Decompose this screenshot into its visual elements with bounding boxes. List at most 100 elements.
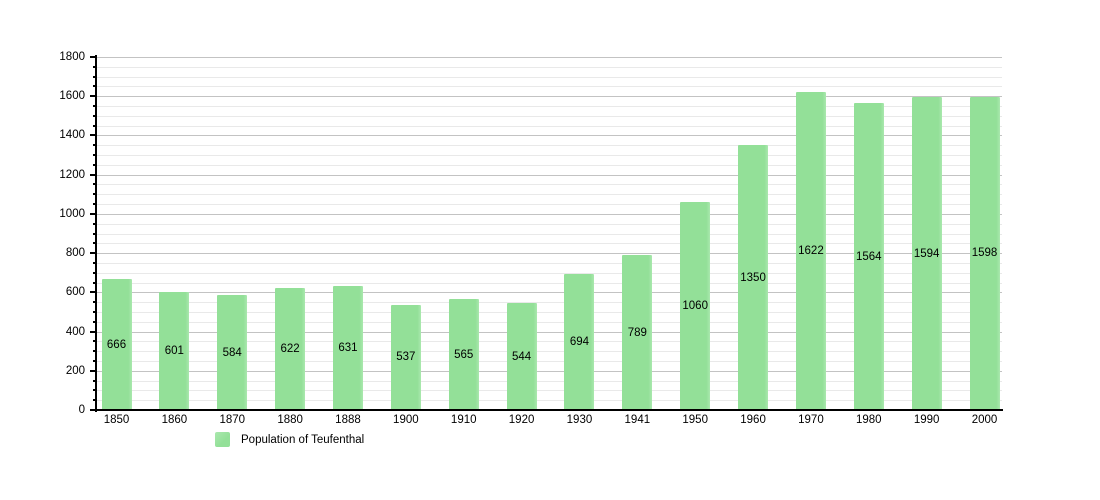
bar bbox=[275, 288, 306, 410]
minor-gridline bbox=[97, 282, 1002, 284]
bar-value-label: 1622 bbox=[798, 244, 824, 257]
y-major-tick bbox=[90, 212, 97, 215]
minor-gridline bbox=[97, 360, 1002, 362]
minor-gridline bbox=[97, 86, 1002, 88]
bar-value-label: 1060 bbox=[682, 300, 708, 313]
minor-gridline bbox=[97, 164, 1002, 166]
bar-value-label: 694 bbox=[569, 335, 590, 348]
bar-value-label: 1594 bbox=[913, 247, 940, 260]
x-axis-label: 1888 bbox=[335, 414, 361, 426]
major-gridline bbox=[97, 135, 1002, 137]
minor-gridline bbox=[97, 115, 1002, 117]
bar bbox=[217, 295, 248, 410]
x-axis-label: 1910 bbox=[450, 414, 477, 426]
legend: Population of Teufenthal bbox=[215, 432, 364, 447]
major-gridline bbox=[97, 96, 1002, 98]
y-axis-label: 200 bbox=[65, 364, 85, 377]
bar bbox=[911, 97, 942, 410]
bar-value-label: 565 bbox=[454, 348, 474, 361]
minor-gridline bbox=[97, 106, 1002, 108]
bar bbox=[101, 279, 132, 410]
bar bbox=[506, 303, 537, 410]
y-major-tick bbox=[90, 252, 97, 255]
minor-gridline bbox=[97, 184, 1002, 186]
y-axis-label: 600 bbox=[65, 286, 85, 299]
y-axis-label: 800 bbox=[65, 247, 85, 260]
x-axis-label: 1930 bbox=[566, 414, 593, 426]
minor-gridline bbox=[97, 311, 1002, 313]
bar-value-label: 666 bbox=[106, 338, 127, 351]
x-axis-label: 1950 bbox=[682, 414, 708, 426]
y-major-tick bbox=[90, 291, 97, 294]
minor-gridline bbox=[97, 223, 1002, 225]
minor-gridline bbox=[97, 204, 1002, 206]
y-axis-label: 1200 bbox=[59, 168, 85, 181]
minor-gridline bbox=[97, 194, 1002, 196]
y-major-tick bbox=[90, 56, 97, 58]
x-axis-label: 2000 bbox=[971, 414, 998, 426]
bar bbox=[853, 103, 884, 410]
major-gridline bbox=[97, 370, 1002, 372]
minor-gridline bbox=[97, 380, 1002, 382]
y-axis-label: 1400 bbox=[59, 129, 85, 142]
legend-swatch bbox=[215, 432, 230, 447]
x-axis-label: 1990 bbox=[913, 414, 940, 426]
minor-gridline bbox=[97, 243, 1002, 245]
minor-gridline bbox=[97, 341, 1002, 343]
y-axis-label: 1600 bbox=[59, 90, 85, 103]
minor-gridline bbox=[97, 302, 1002, 304]
bar bbox=[622, 255, 653, 410]
bar-value-label: 1350 bbox=[740, 271, 766, 284]
x-axis-label: 1960 bbox=[740, 414, 766, 426]
bar-value-label: 622 bbox=[280, 343, 300, 355]
minor-gridline bbox=[97, 400, 1002, 402]
x-axis-label: 1920 bbox=[508, 414, 535, 426]
y-major-tick bbox=[90, 173, 97, 176]
minor-gridline bbox=[97, 321, 1002, 323]
bar-value-label: 1564 bbox=[856, 250, 882, 263]
minor-gridline bbox=[97, 351, 1002, 353]
major-gridline bbox=[97, 331, 1002, 333]
x-axis-label: 1870 bbox=[219, 414, 246, 426]
bar-value-label: 537 bbox=[396, 351, 416, 364]
minor-gridline bbox=[97, 66, 1002, 68]
y-axis-line bbox=[95, 55, 97, 412]
x-axis-label: 1860 bbox=[161, 414, 188, 426]
y-axis-label: 400 bbox=[65, 325, 85, 338]
minor-gridline bbox=[97, 155, 1002, 157]
legend-label: Population of Teufenthal bbox=[241, 433, 365, 446]
x-axis-label: 1970 bbox=[798, 414, 824, 426]
bar bbox=[680, 202, 711, 410]
bar bbox=[564, 273, 595, 410]
minor-gridline bbox=[97, 76, 1002, 78]
minor-gridline bbox=[97, 233, 1002, 235]
bar-value-label: 601 bbox=[164, 345, 184, 358]
bar bbox=[969, 96, 1000, 410]
major-gridline bbox=[97, 253, 1002, 255]
minor-gridline bbox=[97, 145, 1002, 147]
x-axis-label: 1980 bbox=[856, 414, 882, 426]
bar bbox=[448, 299, 479, 410]
bar-value-label: 544 bbox=[511, 350, 532, 363]
x-axis-label: 1850 bbox=[103, 414, 130, 426]
bar bbox=[159, 292, 190, 410]
bar-value-label: 584 bbox=[222, 346, 242, 359]
bar bbox=[332, 286, 363, 410]
minor-gridline bbox=[97, 262, 1002, 264]
y-major-tick bbox=[90, 95, 97, 98]
y-axis-label: 1800 bbox=[59, 51, 85, 63]
minor-gridline bbox=[97, 390, 1002, 392]
x-axis-label: 1941 bbox=[624, 414, 651, 426]
x-axis-label: 1880 bbox=[277, 414, 303, 426]
y-axis-label: 1000 bbox=[59, 207, 85, 220]
bar bbox=[738, 145, 769, 410]
y-major-tick bbox=[90, 134, 97, 137]
bar bbox=[795, 91, 826, 410]
y-major-tick bbox=[90, 369, 97, 372]
y-major-tick bbox=[90, 330, 97, 333]
